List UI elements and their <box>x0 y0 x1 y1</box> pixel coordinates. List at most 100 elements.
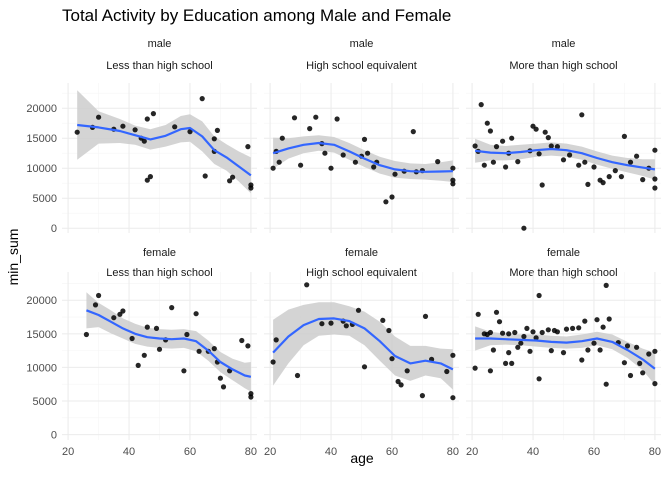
data-point <box>202 173 208 179</box>
data-point <box>298 162 304 168</box>
data-point <box>307 126 313 132</box>
data-point <box>450 181 456 187</box>
data-point <box>640 177 646 183</box>
data-point <box>92 302 99 308</box>
data-point <box>371 164 377 170</box>
data-point <box>355 307 362 313</box>
data-point <box>230 174 236 180</box>
data-point <box>383 199 389 205</box>
data-point <box>487 368 493 374</box>
data-point <box>652 147 658 153</box>
data-point <box>506 331 512 337</box>
y-tick-label: 20000 <box>26 103 57 115</box>
smooth-line <box>86 309 252 378</box>
data-point <box>582 318 588 324</box>
data-point <box>144 177 150 183</box>
x-tick-label: 20 <box>466 446 478 458</box>
data-point <box>591 340 597 346</box>
data-point <box>169 305 175 311</box>
data-point <box>214 127 220 133</box>
x-tick-label: 20 <box>62 446 74 458</box>
data-point <box>536 292 542 299</box>
data-point <box>117 311 123 317</box>
data-point <box>410 129 416 135</box>
data-point <box>591 164 597 170</box>
data-point <box>83 331 89 338</box>
data-point <box>120 308 126 314</box>
data-point <box>548 348 554 354</box>
data-point <box>450 165 456 171</box>
smooth-line <box>474 147 656 171</box>
data-point <box>181 368 187 374</box>
facet-label-sex: female <box>547 247 580 259</box>
data-point <box>187 129 193 135</box>
data-point <box>536 376 542 382</box>
data-point <box>276 159 282 165</box>
smooth-line <box>77 123 252 177</box>
data-point <box>270 165 276 171</box>
data-point <box>294 372 301 379</box>
y-tick-label: 15000 <box>26 329 57 341</box>
data-point <box>527 348 533 354</box>
data-point <box>606 316 612 322</box>
data-point <box>352 159 358 165</box>
data-point <box>435 159 441 165</box>
data-point <box>475 311 481 317</box>
data-point <box>248 394 254 400</box>
data-point <box>328 165 334 171</box>
x-axis-title: age <box>350 450 374 466</box>
data-point <box>392 171 398 177</box>
facet-panel: male High school equivalent <box>264 38 459 233</box>
facet-label-education: Less than high school <box>106 60 212 72</box>
data-point <box>450 395 456 401</box>
data-point <box>652 176 658 182</box>
data-point <box>395 378 401 385</box>
data-point <box>585 181 591 187</box>
data-point <box>472 143 478 149</box>
data-point <box>389 194 395 200</box>
x-tick-label: 20 <box>264 446 276 458</box>
data-point <box>184 331 190 338</box>
data-point <box>500 138 506 144</box>
data-point <box>509 360 515 366</box>
data-point <box>585 347 591 353</box>
data-point <box>291 115 298 121</box>
data-point <box>193 311 199 317</box>
data-point <box>478 102 484 108</box>
data-point <box>545 327 551 333</box>
y-axis-title: min_sum <box>5 229 21 286</box>
facet-label-sex: male <box>148 38 172 50</box>
data-point <box>530 329 536 335</box>
data-point <box>487 329 493 336</box>
x-tick-label: 60 <box>386 446 398 458</box>
data-point <box>239 337 245 344</box>
data-point <box>313 114 319 120</box>
data-point <box>563 326 570 332</box>
data-point <box>273 337 279 343</box>
data-point <box>627 159 634 165</box>
data-point <box>536 151 542 157</box>
data-point <box>217 375 223 381</box>
y-tick-label: 20000 <box>26 295 57 307</box>
smooth-line <box>272 141 453 173</box>
data-point <box>627 372 634 379</box>
data-point <box>621 133 628 139</box>
data-point <box>500 330 506 336</box>
data-point <box>129 335 135 342</box>
data-point <box>419 393 425 399</box>
smooth-line <box>475 337 656 370</box>
data-point <box>144 324 150 330</box>
data-point <box>422 313 429 319</box>
data-point <box>74 129 80 135</box>
data-point <box>132 127 138 133</box>
data-point <box>618 174 625 180</box>
data-point <box>340 152 346 158</box>
data-point <box>640 370 646 376</box>
y-tick-label: 5000 <box>33 193 57 205</box>
data-point <box>515 344 521 350</box>
data-point <box>600 324 606 330</box>
data-point <box>328 320 334 326</box>
data-point <box>637 360 643 366</box>
